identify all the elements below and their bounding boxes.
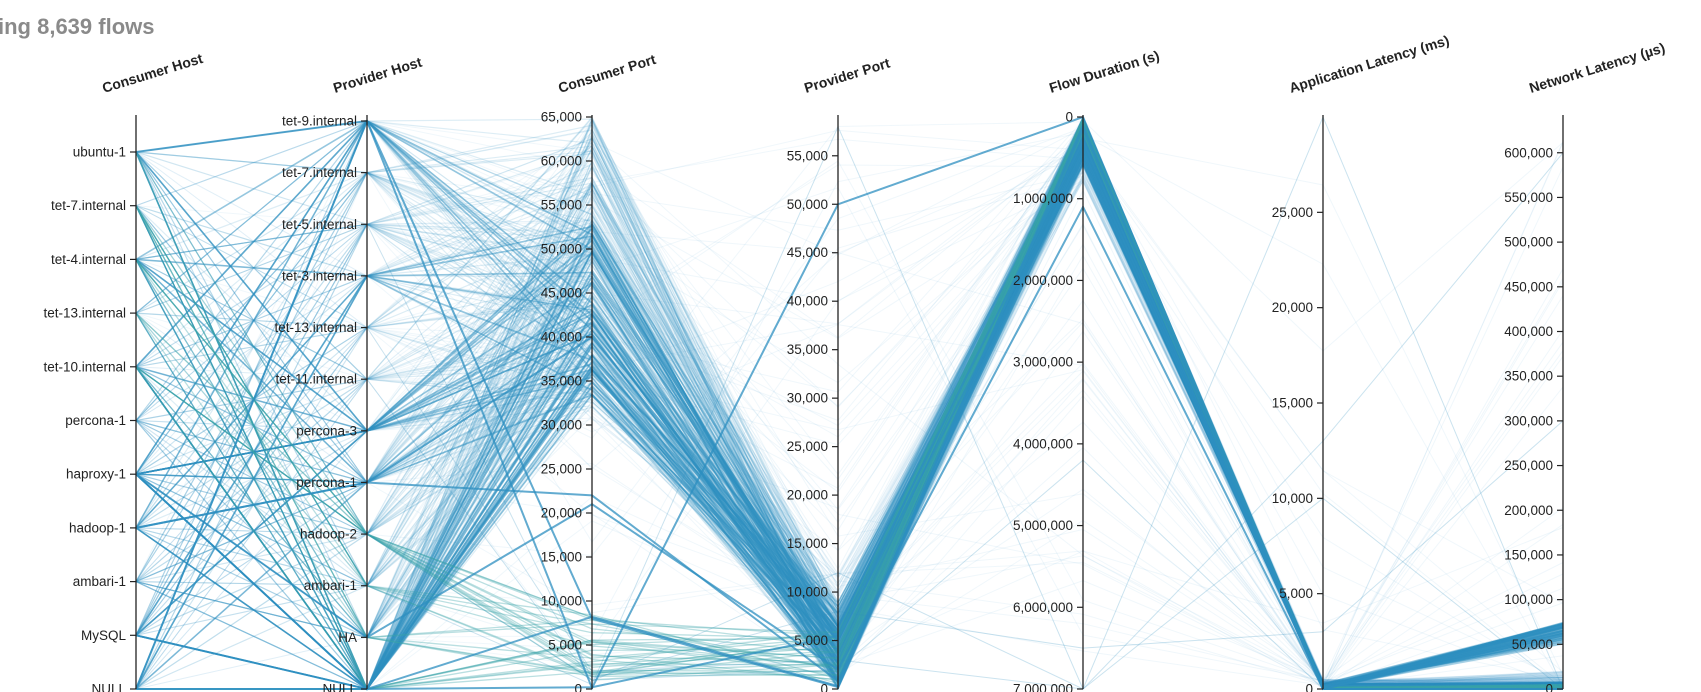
flow-lines [135,115,1564,691]
axis-title: Network Latency (µs) [1527,39,1667,96]
tick-label: 7,000,000 [1013,682,1073,692]
tick-label: 25,000 [787,439,828,454]
tick-label: tet-4.internal [51,252,126,267]
tick-label: hadoop-1 [69,520,126,535]
tick-label: 65,000 [541,110,582,125]
tick-label: 25,000 [541,462,582,477]
tick-label: hadoop-2 [300,527,357,542]
tick-label: 45,000 [541,286,582,301]
tick-label: 10,000 [541,594,582,609]
tick-label: 40,000 [541,330,582,345]
chart-title: ing 8,639 flows [0,14,155,39]
tick-label: percona-1 [65,413,126,428]
tick-label: tet-13.internal [274,320,357,335]
tick-label: 450,000 [1504,279,1553,294]
tick-label: 35,000 [541,374,582,389]
axis-title: Flow Duration (s) [1047,47,1161,96]
tick-label: 20,000 [787,488,828,503]
tick-label: 3,000,000 [1013,355,1073,370]
tick-label: tet-13.internal [43,306,126,321]
tick-label: HA [338,630,357,645]
tick-label: 0 [1545,682,1553,692]
axis-title: Application Latency (ms) [1287,32,1451,96]
tick-label: tet-11.internal [275,372,357,387]
tick-label: 2,000,000 [1013,273,1073,288]
tick-label: 0 [1065,110,1073,125]
tick-label: 50,000 [1512,637,1553,652]
tick-label: 35,000 [787,342,828,357]
tick-label: tet-7.internal [51,198,126,213]
tick-label: 0 [574,682,582,692]
tick-label: 0 [820,682,828,692]
axis-title: Provider Host [331,54,424,96]
tick-label: 10,000 [1272,491,1313,506]
tick-label: 40,000 [787,294,828,309]
tick-label: 600,000 [1504,145,1553,160]
tick-label: MySQL [81,628,127,643]
tick-label: tet-3.internal [282,268,357,283]
tick-label: 6,000,000 [1013,600,1073,615]
tick-label: 15,000 [1272,396,1313,411]
tick-label: 15,000 [787,536,828,551]
tick-label: percona-3 [296,423,357,438]
tick-label: 10,000 [787,585,828,600]
tick-label: 60,000 [541,154,582,169]
tick-label: 20,000 [1272,300,1313,315]
tick-label: 30,000 [787,391,828,406]
tick-label: 300,000 [1504,413,1553,428]
tick-label: 400,000 [1504,324,1553,339]
tick-label: 250,000 [1504,458,1553,473]
axis-7[interactable]: 0 50,000 100,000 150,000 200,000 250,000 300,0… [1504,39,1667,692]
tick-label: 5,000 [794,633,828,648]
tick-label: 150,000 [1504,547,1553,562]
tick-label: 50,000 [787,197,828,212]
tick-label: 55,000 [787,148,828,163]
tick-label: 5,000 [1279,586,1313,601]
tick-label: tet-9.internal [282,114,357,129]
tick-label: 5,000,000 [1013,518,1073,533]
axis-6[interactable]: 0 5,000 10,000 15,000 20,000 25,000 Applicatio… [1272,32,1451,692]
tick-label: 5,000 [548,638,582,653]
tick-label: 50,000 [541,242,582,257]
tick-label: 550,000 [1504,190,1553,205]
tick-label: tet-10.internal [43,359,126,374]
tick-label: 4,000,000 [1013,436,1073,451]
tick-label: 1,000,000 [1013,191,1073,206]
tick-label: 45,000 [787,245,828,260]
tick-label: 15,000 [541,550,582,565]
tick-label: NULL [91,682,126,692]
tick-label: 25,000 [1272,205,1313,220]
tick-label: 200,000 [1504,503,1553,518]
tick-label: percona-1 [296,475,357,490]
tick-label: 0 [1305,682,1313,692]
tick-label: ambari-1 [304,578,357,593]
tick-label: haproxy-1 [66,467,126,482]
tick-label: 30,000 [541,418,582,433]
tick-label: 500,000 [1504,235,1553,250]
tick-label: ambari-1 [73,574,126,589]
tick-label: NULL [322,682,357,692]
tick-label: 100,000 [1504,592,1553,607]
tick-label: 55,000 [541,198,582,213]
tick-label: 350,000 [1504,369,1553,384]
tick-label: ubuntu-1 [73,145,126,160]
axis-title: Consumer Port [556,51,658,96]
tick-label: 20,000 [541,506,582,521]
tick-label: tet-7.internal [282,165,357,180]
axis-title: Provider Port [802,55,892,96]
tick-label: tet-5.internal [282,217,357,232]
axis-title: Consumer Host [100,50,205,96]
